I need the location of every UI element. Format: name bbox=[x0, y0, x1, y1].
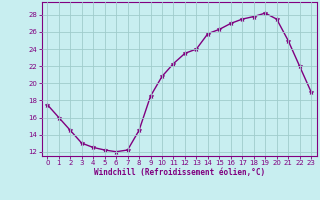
X-axis label: Windchill (Refroidissement éolien,°C): Windchill (Refroidissement éolien,°C) bbox=[94, 168, 265, 177]
